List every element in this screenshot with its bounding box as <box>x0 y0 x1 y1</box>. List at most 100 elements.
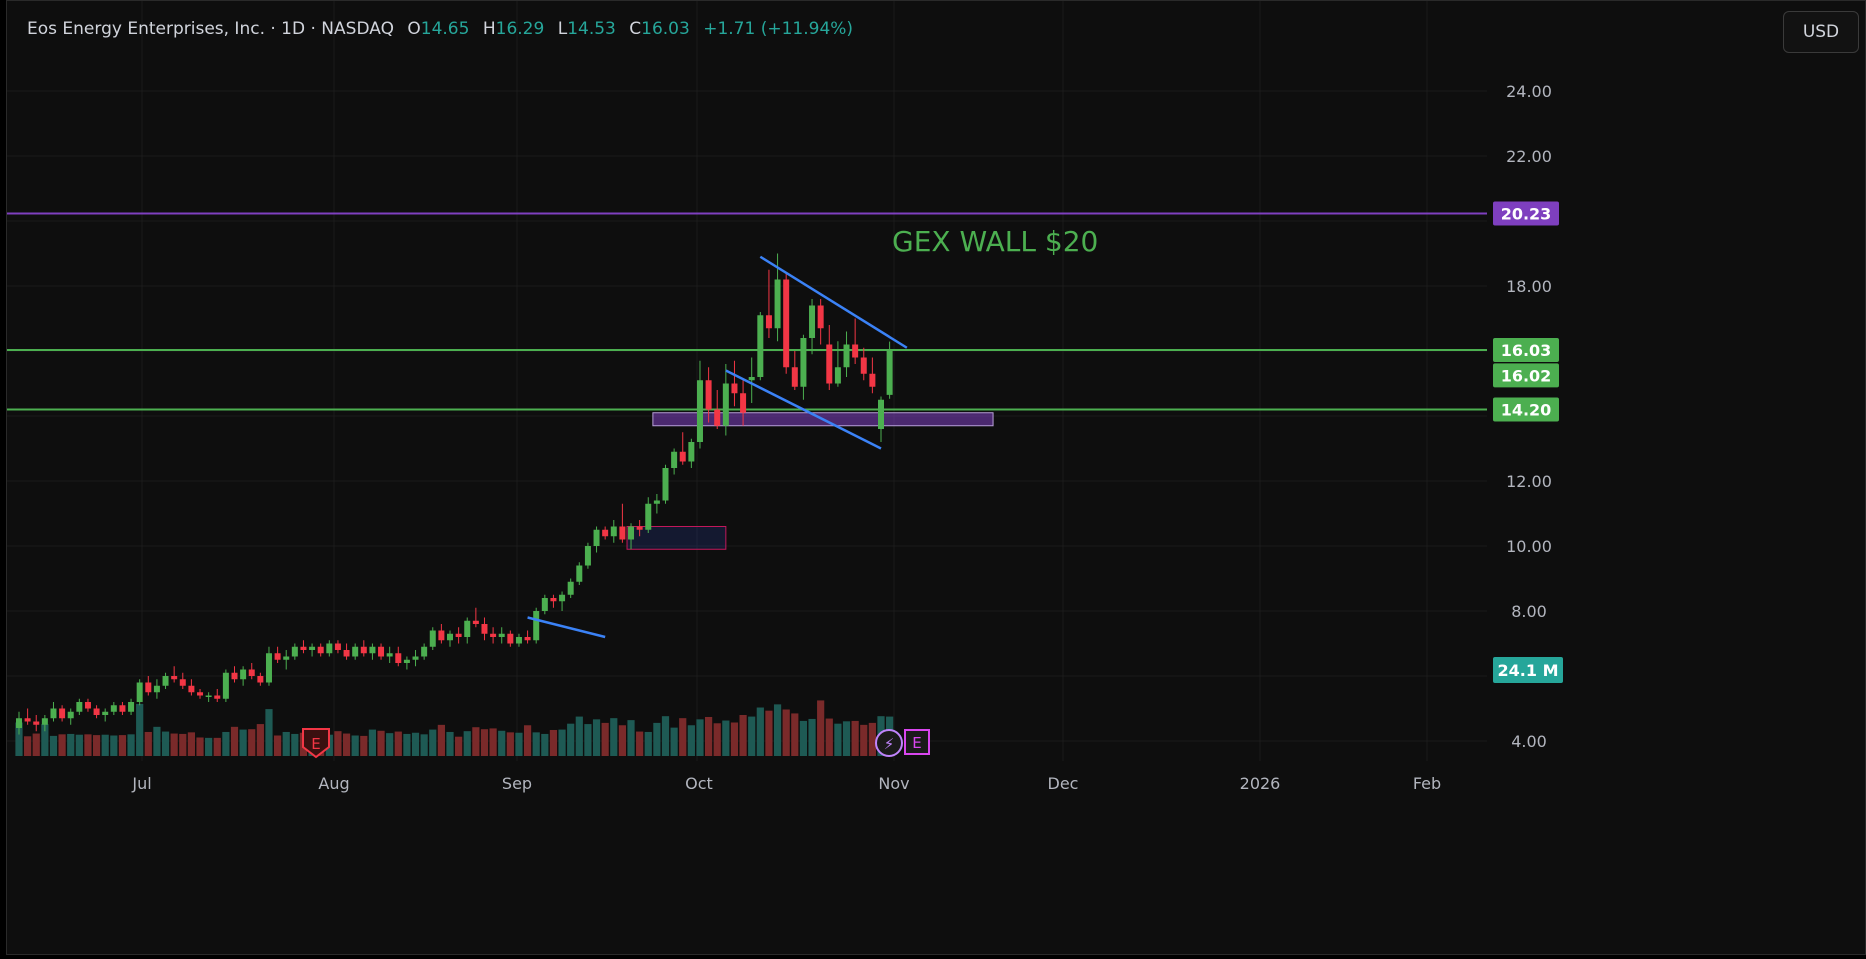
volume-bar <box>799 720 808 756</box>
volume-bar <box>549 729 558 756</box>
change-value: +1.71 (+11.94%) <box>703 19 854 39</box>
volume-bar <box>687 725 695 756</box>
event-marker-label: E <box>912 734 921 752</box>
candle-body <box>102 711 109 715</box>
volume-bar <box>360 735 368 756</box>
candle-body <box>447 633 453 641</box>
volume-bar <box>679 718 687 756</box>
volume-bar <box>825 718 833 756</box>
candle-body <box>671 451 678 468</box>
candle-body <box>231 672 238 680</box>
currency-button[interactable]: USD <box>1783 11 1859 53</box>
volume-bar <box>696 719 704 756</box>
high-label: H <box>482 19 496 39</box>
candle-body <box>662 468 669 501</box>
event-marker-box <box>904 729 930 755</box>
candle-body <box>222 672 229 699</box>
candle-body <box>550 598 557 602</box>
candle-body <box>197 692 204 696</box>
candle-body <box>84 702 91 709</box>
volume-bar <box>41 724 49 756</box>
volume-bar <box>584 724 592 756</box>
candle-body <box>576 565 583 582</box>
candle-body <box>421 646 428 657</box>
candle-body <box>653 500 660 504</box>
volume-bar <box>144 731 152 756</box>
y-axis-label-22.00: 22.00 <box>1506 147 1552 166</box>
candle-body <box>757 315 764 377</box>
candle-body <box>386 653 393 657</box>
candle-body <box>438 630 445 641</box>
candle-body <box>498 633 505 637</box>
candle-body <box>843 344 850 368</box>
volume-bar <box>205 737 213 756</box>
candle-body <box>283 656 290 660</box>
volume-bar <box>110 735 118 756</box>
price-zone <box>626 526 727 550</box>
candle-body <box>240 669 247 680</box>
candle-body <box>705 380 712 410</box>
volume-bar <box>265 709 273 756</box>
x-axis-label-Jul: Jul <box>131 774 151 793</box>
symbol-header: Eos Energy Enterprises, Inc. · 1D · NASD… <box>27 19 853 39</box>
candle-body <box>291 646 298 657</box>
volume-badge: 24.1 M <box>1498 661 1559 680</box>
volume-bar <box>256 724 264 756</box>
candle-body <box>343 650 350 657</box>
volume-bar <box>756 707 764 756</box>
volume-bar <box>437 724 445 756</box>
candle-body <box>369 646 376 654</box>
volume-bar <box>575 716 583 756</box>
candle-body <box>59 708 66 719</box>
volume-bar <box>489 728 497 756</box>
volume-bar <box>627 720 635 756</box>
candle-body <box>559 594 566 602</box>
candle-body <box>41 718 48 725</box>
volume-bar <box>334 731 342 756</box>
price-badge-16.02: 16.02 <box>1501 366 1552 385</box>
candle-body <box>636 526 643 530</box>
candle-body <box>162 676 169 686</box>
candle-body <box>128 702 135 712</box>
volume-bar <box>670 727 678 756</box>
candle-body <box>119 705 126 712</box>
candle-body <box>317 646 324 654</box>
candle-body <box>593 529 600 546</box>
volume-bar <box>170 733 178 756</box>
candle-body <box>481 624 488 634</box>
candle-body <box>869 373 876 387</box>
price-chart[interactable]: GEX WALL $20 E ⚡ E Jul Aug Sep Oct Nov Dec 2026 Feb… <box>7 1 1865 954</box>
candle-body <box>860 357 867 374</box>
candle-body <box>136 682 143 702</box>
low-value: 14.53 <box>567 19 616 39</box>
x-axis-label-Nov: Nov <box>878 774 909 793</box>
volume-bar <box>705 716 713 756</box>
volume-bar <box>592 719 601 756</box>
volume-bar <box>291 733 299 756</box>
x-axis-label-2026: 2026 <box>1240 774 1281 793</box>
volume-bar <box>868 722 876 756</box>
candle-body <box>688 442 695 462</box>
volume-bar <box>386 733 394 756</box>
volume-bar <box>601 722 609 756</box>
candle-body <box>455 633 462 637</box>
candle-body <box>731 383 738 394</box>
volume-bar <box>661 716 670 756</box>
y-axis-label-10.00: 10.00 <box>1506 537 1552 556</box>
low-label: L <box>557 19 568 39</box>
volume-bar <box>558 729 566 756</box>
volume-bar <box>515 732 523 756</box>
candle-body <box>619 526 626 540</box>
close-value: 16.03 <box>641 19 690 39</box>
candle-body <box>800 338 807 387</box>
candle-body <box>490 633 497 637</box>
candle-body <box>783 279 790 368</box>
candle-body <box>188 685 195 693</box>
volume-bar <box>541 733 549 756</box>
trendline <box>527 616 606 639</box>
volume-bar <box>377 730 385 756</box>
volume-bar <box>567 723 575 756</box>
volume-bar <box>403 733 411 756</box>
trendline <box>759 255 908 349</box>
candle-body <box>16 718 22 728</box>
